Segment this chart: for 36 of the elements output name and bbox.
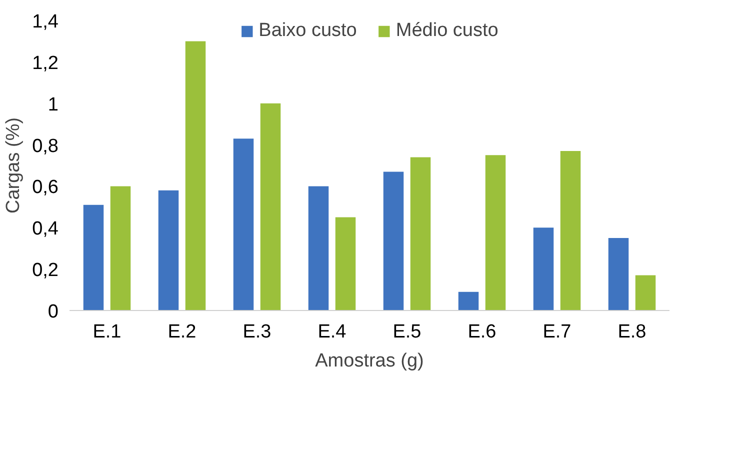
y-tick-label: 1,4 (32, 12, 59, 32)
x-axis-title: Amostras (g) (315, 350, 424, 372)
bar (335, 217, 356, 310)
bar (308, 186, 329, 310)
bar (410, 157, 431, 310)
x-tick-label: E.4 (318, 322, 347, 342)
bar (635, 275, 656, 310)
bar (233, 138, 254, 310)
x-tick-label: E.1 (92, 322, 122, 342)
x-tick-label: E.5 (392, 322, 422, 342)
y-tick-label: 0,8 (32, 136, 59, 157)
y-tick-label: 0,2 (32, 260, 59, 282)
y-axis-title: Cargas (%) (3, 117, 24, 214)
bar (158, 190, 179, 310)
legend-label: Baixo custo (258, 20, 357, 42)
x-tick-label: E.3 (242, 322, 272, 342)
bar (185, 41, 206, 310)
bar (383, 172, 404, 310)
bar (83, 204, 104, 310)
x-tick-label: E.6 (468, 322, 496, 342)
bar (260, 103, 281, 310)
x-tick-label: E.2 (168, 322, 196, 342)
legend-label: Médio custo (396, 20, 498, 42)
y-tick-label: 1 (48, 94, 59, 116)
bar (608, 238, 629, 310)
x-tick-label: E.7 (542, 322, 572, 342)
y-tick-label: 1,2 (32, 52, 59, 74)
y-tick-label: 0,6 (32, 177, 59, 198)
y-tick-label: 0,4 (32, 218, 59, 240)
bar (533, 228, 554, 310)
y-tick-label: 0 (48, 302, 59, 322)
x-tick-label: E.8 (618, 322, 646, 342)
bar (110, 186, 131, 310)
bar (485, 155, 506, 310)
bar (560, 151, 581, 310)
bar (458, 292, 479, 310)
